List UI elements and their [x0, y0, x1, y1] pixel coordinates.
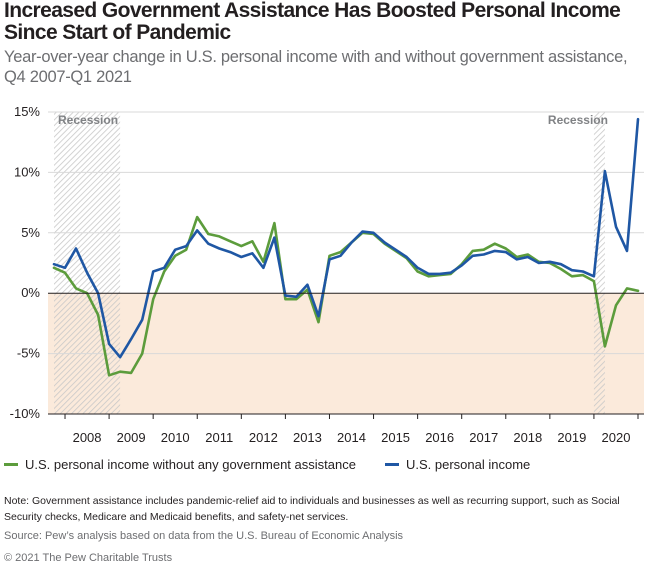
x-tick-label: 2020 — [602, 430, 631, 445]
x-tick-label: 2018 — [513, 430, 542, 445]
x-tick-label: 2017 — [469, 430, 498, 445]
recession-label: Recession — [548, 113, 608, 127]
y-tick-label: 0% — [21, 285, 40, 300]
y-tick-label: -10% — [10, 406, 41, 421]
copyright-text: © 2021 The Pew Charitable Trusts — [4, 552, 173, 564]
x-tick-label: 2016 — [425, 430, 454, 445]
x-tick-label: 2009 — [117, 430, 146, 445]
x-tick-label: 2019 — [557, 430, 586, 445]
source-note: Source: Pew’s analysis based on data fro… — [4, 530, 404, 542]
legend-swatch-blue — [385, 463, 399, 466]
y-tick-label: -5% — [17, 346, 41, 361]
x-tick-label: 2013 — [293, 430, 322, 445]
x-tick-label: 2015 — [381, 430, 410, 445]
chart-subtitle: Year-over-year change in U.S. personal i… — [4, 48, 628, 86]
legend-swatch-green — [4, 463, 18, 466]
legend-item-personal-income: U.S. personal income — [385, 457, 530, 472]
y-tick-label: 5% — [21, 225, 40, 240]
x-tick-label: 2010 — [161, 430, 190, 445]
y-tick-label: 15% — [14, 104, 40, 119]
x-tick-label: 2012 — [249, 430, 278, 445]
chart-title: Increased Government Assistance Has Boos… — [4, 0, 621, 44]
recession-band — [593, 112, 605, 414]
legend-label-without-assistance: U.S. personal income without any governm… — [25, 457, 356, 472]
recession-label: Recession — [58, 113, 118, 127]
x-tick-label: 2008 — [73, 430, 102, 445]
recession-band — [54, 112, 121, 414]
series-line-personal-income — [52, 117, 640, 359]
footnote: Note: Government assistance includes pan… — [4, 495, 620, 523]
x-tick-label: 2014 — [337, 430, 366, 445]
x-tick-label: 2011 — [205, 430, 233, 445]
legend-label-personal-income: U.S. personal income — [406, 457, 531, 472]
legend-item-without-assistance: U.S. personal income without any governm… — [4, 457, 356, 472]
y-tick-label: 10% — [14, 164, 40, 179]
line-chart: Recession Recession 15% 10% 5% 0% -5% -10% 2008 2… — [10, 104, 644, 445]
chart-legend: U.S. personal income without any governm… — [0, 457, 650, 477]
